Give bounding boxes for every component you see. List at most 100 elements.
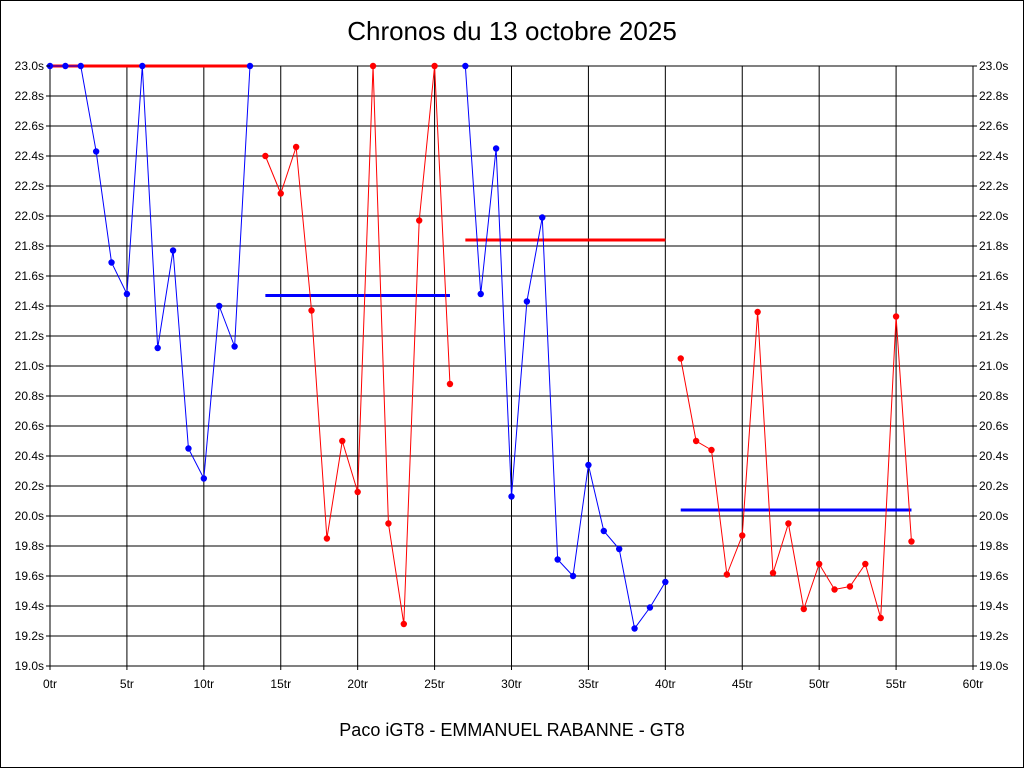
data-point (185, 445, 192, 452)
y-tick-label-right: 21.2s (979, 329, 1008, 343)
y-tick-label-right: 22.0s (979, 209, 1008, 223)
y-tick-label: 20.8s (15, 389, 44, 403)
y-tick-label: 19.8s (15, 539, 44, 553)
data-point (277, 190, 284, 197)
data-point (431, 62, 438, 70)
data-point (262, 152, 269, 160)
y-tick-label: 22.6s (15, 119, 44, 133)
data-point (769, 569, 777, 577)
data-point (246, 62, 254, 70)
data-point (400, 620, 408, 628)
grid (49, 65, 974, 667)
y-tick-label-right: 21.4s (979, 299, 1008, 313)
y-tick-label-right: 21.6s (979, 269, 1008, 283)
data-point (369, 62, 377, 70)
data-point (615, 545, 623, 553)
data-point (385, 520, 392, 527)
x-tick-label: 55tr (886, 677, 907, 691)
y-tick-label-right: 19.8s (979, 539, 1008, 553)
y-tick-label: 19.6s (15, 569, 44, 583)
data-point (492, 145, 500, 152)
x-tick-label: 40tr (655, 677, 676, 691)
x-tick-label: 30tr (501, 677, 522, 691)
data-point (815, 560, 823, 568)
y-tick-label: 19.2s (15, 629, 44, 643)
x-tick-label: 25tr (424, 677, 445, 691)
y-tick-label-right: 23.0s (979, 59, 1008, 73)
data-point (139, 62, 146, 70)
x-tick-label: 15tr (270, 677, 291, 691)
data-point (723, 571, 731, 578)
x-tick-label: 50tr (809, 677, 830, 691)
x-tick-label: 35tr (578, 677, 599, 691)
y-tick-label: 20.0s (15, 509, 44, 523)
data-point (323, 535, 331, 542)
data-point (754, 308, 761, 316)
x-tick-label: 20tr (347, 677, 368, 691)
data-point (739, 532, 746, 539)
data-point (108, 259, 115, 266)
series-line (464, 65, 666, 630)
data-point (600, 527, 607, 535)
data-point (892, 313, 900, 320)
series-lines (46, 62, 915, 632)
y-tick-label-right: 21.0s (979, 359, 1008, 373)
data-point (523, 298, 531, 305)
data-point (446, 380, 454, 388)
y-tick-label: 20.6s (15, 419, 44, 433)
y-tick-label-right: 20.6s (979, 419, 1008, 433)
data-point (677, 355, 684, 362)
y-tick-label-right: 21.8s (979, 239, 1008, 253)
data-point (169, 247, 177, 254)
y-axis-right: 19.0s 19.2s 19.4s 19.6s 19.8s 20.0s 20.2s 20.4s… (973, 59, 1008, 673)
y-tick-label: 20.2s (15, 479, 44, 493)
x-tick-label: 0tr (43, 677, 57, 691)
y-tick-label-right: 19.6s (979, 569, 1008, 583)
y-tick-label: 21.8s (15, 239, 44, 253)
data-point (569, 572, 577, 580)
y-tick-label-right: 22.2s (979, 179, 1008, 193)
y-tick-label-right: 22.6s (979, 119, 1008, 133)
y-tick-label: 22.2s (15, 179, 44, 193)
data-point (846, 583, 854, 590)
chart-title: Chronos du 13 octobre 2025 (347, 16, 677, 46)
data-point (800, 605, 807, 613)
data-point (477, 290, 484, 298)
x-tick-label: 45tr (732, 677, 753, 691)
series-line (50, 65, 251, 481)
data-point (662, 578, 669, 586)
chart-footer: Paco iGT8 - EMMANUEL RABANNE - GT8 (339, 720, 685, 740)
y-tick-label: 21.6s (15, 269, 44, 283)
y-tick-label-right: 20.4s (979, 449, 1008, 463)
x-tick-label: 5tr (120, 677, 134, 691)
data-point (416, 217, 423, 224)
y-tick-label: 22.4s (15, 149, 44, 163)
data-point (692, 437, 700, 445)
data-point (708, 446, 715, 454)
data-point (123, 290, 131, 298)
data-point (216, 302, 223, 310)
y-tick-label: 21.2s (15, 329, 44, 343)
data-point (200, 475, 208, 482)
series-line (680, 311, 912, 619)
y-tick-label: 19.0s (15, 659, 44, 673)
y-tick-label: 22.8s (15, 89, 44, 103)
y-tick-label: 21.0s (15, 359, 44, 373)
data-point (877, 614, 884, 622)
y-tick-label: 20.4s (15, 449, 44, 463)
y-tick-label-right: 19.0s (979, 659, 1008, 673)
data-point (539, 214, 546, 221)
y-tick-label-right: 19.4s (979, 599, 1008, 613)
y-tick-label-right: 20.8s (979, 389, 1008, 403)
data-point (646, 604, 654, 611)
data-point (154, 344, 161, 352)
data-point (785, 520, 792, 527)
y-tick-label: 21.4s (15, 299, 44, 313)
y-tick-label: 23.0s (15, 59, 44, 73)
data-point (908, 538, 915, 545)
y-tick-label-right: 22.8s (979, 89, 1008, 103)
y-tick-label-right: 19.2s (979, 629, 1008, 643)
data-point (585, 461, 592, 469)
data-point (462, 62, 469, 70)
